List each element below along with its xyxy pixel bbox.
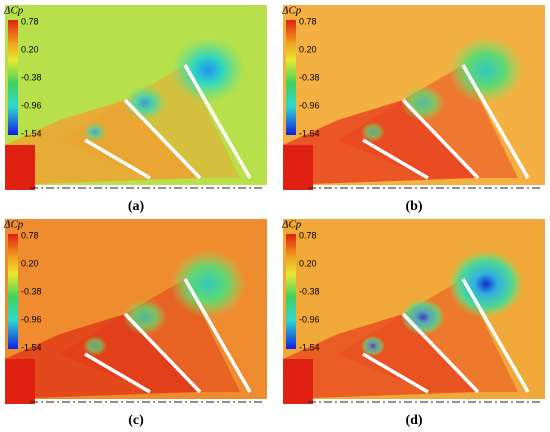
flap-plate xyxy=(84,352,151,394)
flap-plate xyxy=(123,98,202,180)
panel-label: (a) xyxy=(128,199,145,214)
flap-plate xyxy=(84,138,151,180)
low-pressure-vortex xyxy=(361,336,385,356)
flap-plate xyxy=(461,278,530,393)
colorbar-tick-label: -0.38 xyxy=(21,72,42,82)
flap-plate xyxy=(401,312,480,394)
colorbar-tick-label: -1.54 xyxy=(21,342,42,352)
colorbar-tick-label: -0.96 xyxy=(21,100,42,110)
low-pressure-vortex xyxy=(448,36,524,104)
flap-plate xyxy=(461,64,530,179)
cutout xyxy=(278,5,283,145)
colorbar-tick-label: 0.20 xyxy=(299,258,317,268)
low-pressure-vortex xyxy=(83,122,107,142)
colorbar-tick-label: -1.54 xyxy=(21,128,42,138)
low-pressure-vortex xyxy=(170,250,246,318)
panel-label: (d) xyxy=(405,413,422,428)
low-pressure-vortex xyxy=(123,299,167,335)
low-pressure-vortex xyxy=(361,122,385,142)
flap-plate xyxy=(183,278,252,393)
cutout xyxy=(0,219,5,359)
colorbar-tick-label: -0.38 xyxy=(299,72,320,82)
colorbar-title: ΔCp xyxy=(3,5,24,17)
corner-block xyxy=(5,359,35,404)
flap-plate xyxy=(362,138,429,180)
colorbar-title: ΔCp xyxy=(3,219,24,231)
colorbar xyxy=(8,234,18,349)
colorbar-tick-label: 0.78 xyxy=(299,16,317,26)
colorbar xyxy=(286,20,296,135)
colorbar xyxy=(286,234,296,349)
flap-plate xyxy=(183,64,252,179)
colorbar-tick-label: -1.54 xyxy=(299,342,320,352)
low-pressure-vortex xyxy=(401,299,445,335)
colorbar-tick-label: 0.78 xyxy=(21,16,39,26)
low-pressure-vortex xyxy=(123,85,167,121)
colorbar-tick-label: 0.78 xyxy=(21,230,39,240)
panel-label: (b) xyxy=(405,199,422,214)
corner-block xyxy=(283,145,313,190)
flap-plate xyxy=(362,352,429,394)
corner-block xyxy=(5,145,35,190)
colorbar-tick-label: 0.20 xyxy=(21,44,39,54)
colorbar-tick-label: -0.96 xyxy=(21,314,42,324)
corner-block xyxy=(283,359,313,404)
colorbar-tick-label: 0.78 xyxy=(299,230,317,240)
low-pressure-vortex xyxy=(83,336,107,356)
colorbar-tick-label: -0.38 xyxy=(299,286,320,296)
colorbar-title: ΔCp xyxy=(281,5,302,17)
flap-plate xyxy=(401,98,480,180)
colorbar-tick-label: 0.20 xyxy=(21,258,39,268)
cutout xyxy=(0,5,5,145)
colorbar-tick-label: -0.96 xyxy=(299,100,320,110)
low-pressure-vortex xyxy=(448,250,524,318)
low-pressure-vortex xyxy=(170,36,246,104)
colorbar-tick-label: -1.54 xyxy=(299,128,320,138)
flap-plate xyxy=(123,312,202,394)
colorbar xyxy=(8,20,18,135)
colorbar-tick-label: -0.96 xyxy=(299,314,320,324)
colorbar-tick-label: -0.38 xyxy=(21,286,42,296)
panel-label: (c) xyxy=(128,413,144,428)
cutout xyxy=(278,219,283,359)
colorbar-title: ΔCp xyxy=(281,219,302,231)
low-pressure-vortex xyxy=(401,85,445,121)
colorbar-tick-label: 0.20 xyxy=(299,44,317,54)
